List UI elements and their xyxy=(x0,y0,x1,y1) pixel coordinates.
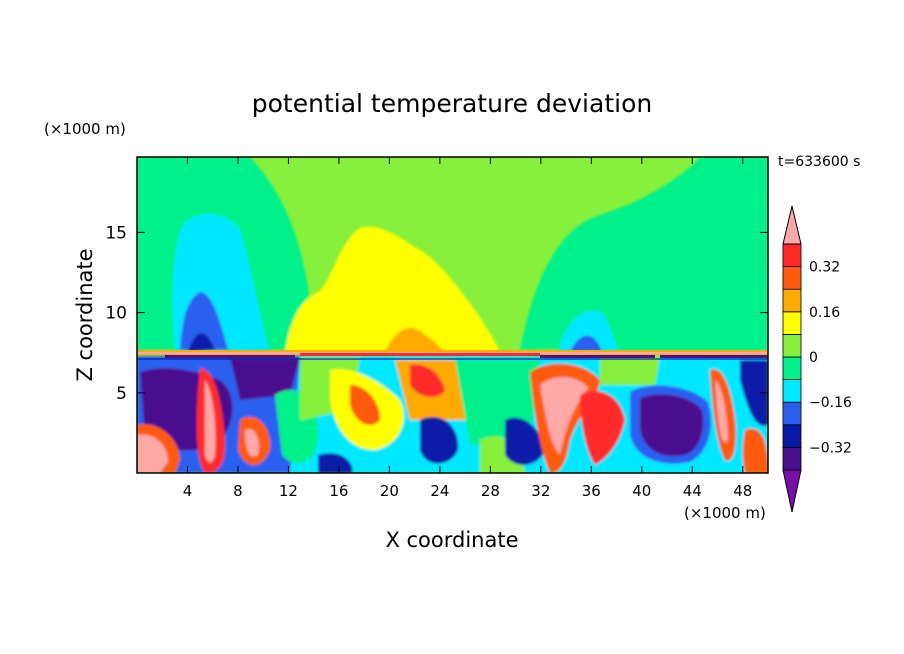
colorbar-extend-high xyxy=(783,206,801,244)
y-axis-label: Z coordinate xyxy=(73,248,97,381)
y-tick-label: 15 xyxy=(105,223,127,243)
x-axis-label: X coordinate xyxy=(385,528,518,552)
x-tick-label: 44 xyxy=(683,482,702,500)
colorbar-bin xyxy=(783,334,801,357)
x-unit-label: (×1000 m) xyxy=(684,504,766,522)
colorbar-extend-low xyxy=(783,470,801,512)
colorbar-bin xyxy=(783,357,801,380)
x-tick-label: 32 xyxy=(531,482,550,500)
colorbar-bin xyxy=(783,447,801,470)
x-tick-label: 28 xyxy=(481,482,500,500)
colorbar-bin xyxy=(783,244,801,267)
colorbar-bin xyxy=(783,289,801,312)
x-tick-label: 12 xyxy=(279,482,298,500)
colorbar-bin xyxy=(783,267,801,290)
x-tick-label: 20 xyxy=(380,482,399,500)
y-unit-label: (×1000 m) xyxy=(44,120,126,138)
colorbar-tick-label: 0 xyxy=(809,350,818,366)
contour-field xyxy=(137,157,768,473)
colorbar-tick-label: −0.32 xyxy=(809,440,852,456)
y-tick-label: 10 xyxy=(105,304,127,324)
colorbar-bin xyxy=(783,402,801,425)
x-tick-label: 48 xyxy=(733,482,752,500)
y-tick-label: 5 xyxy=(116,384,127,404)
x-tick-label: 36 xyxy=(582,482,601,500)
x-tick-label: 8 xyxy=(233,482,243,500)
x-tick-label: 16 xyxy=(329,482,348,500)
x-tick-label: 24 xyxy=(430,482,449,500)
colorbar: −0.32 −0.16 0 0.16 0.32 xyxy=(783,206,852,512)
time-label: t=633600 s xyxy=(778,154,860,170)
chart-title: potential temperature deviation xyxy=(252,89,652,118)
colorbar-tick-label: 0.16 xyxy=(809,305,840,321)
colorbar-tick-label: −0.16 xyxy=(809,395,852,411)
x-tick-label: 4 xyxy=(183,482,193,500)
x-tick-label: 40 xyxy=(632,482,651,500)
colorbar-bin xyxy=(783,312,801,335)
colorbar-bin xyxy=(783,380,801,403)
colorbar-bin xyxy=(783,425,801,448)
colorbar-tick-label: 0.32 xyxy=(809,260,840,276)
